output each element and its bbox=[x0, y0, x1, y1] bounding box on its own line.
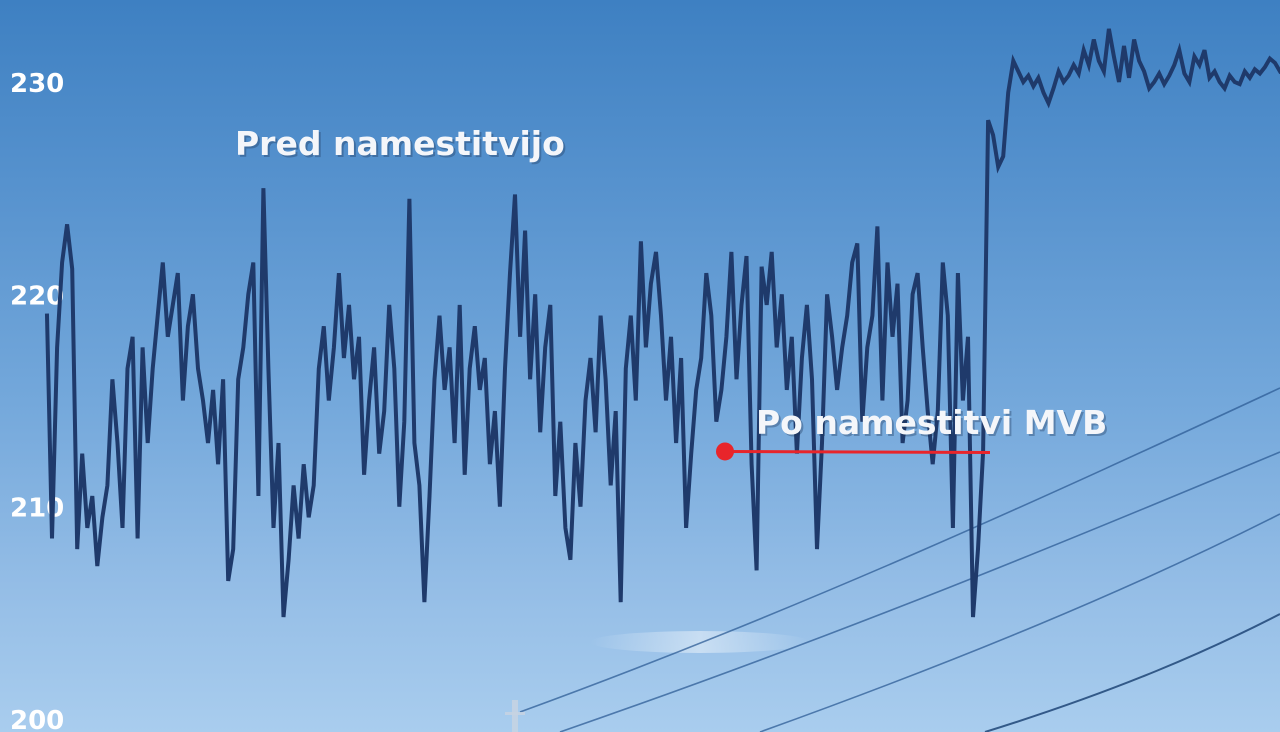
marker-layer bbox=[716, 442, 991, 461]
power-line bbox=[759, 513, 1280, 732]
background-scenery bbox=[505, 387, 1280, 732]
y-tick-label-200: 200 bbox=[10, 706, 64, 732]
y-axis: 230 220 210 200 bbox=[10, 69, 64, 732]
annotation-before: Pred namestitvijo bbox=[235, 124, 565, 163]
annotation-marker-dot bbox=[716, 442, 734, 461]
power-line bbox=[519, 387, 1280, 713]
y-tick-label-210: 210 bbox=[10, 494, 64, 524]
cloud-wisp bbox=[590, 631, 810, 653]
annotation-after-shadow: Po namestitvi MVB bbox=[758, 405, 1109, 444]
annotation-before-shadow: Pred namestitvijo bbox=[237, 126, 567, 165]
series-layer bbox=[44, 28, 1280, 618]
annotation-leader-line bbox=[724, 449, 991, 454]
utility-pole-crossarm bbox=[505, 712, 525, 715]
utility-pole bbox=[512, 700, 518, 732]
annotation-after: Po namestitvi MVB bbox=[756, 403, 1107, 442]
power-line bbox=[559, 451, 1280, 732]
series-line-0 bbox=[44, 28, 1280, 618]
y-tick-label-220: 220 bbox=[10, 281, 64, 311]
power-line bbox=[984, 613, 1280, 732]
y-tick-label-230: 230 bbox=[10, 69, 64, 99]
